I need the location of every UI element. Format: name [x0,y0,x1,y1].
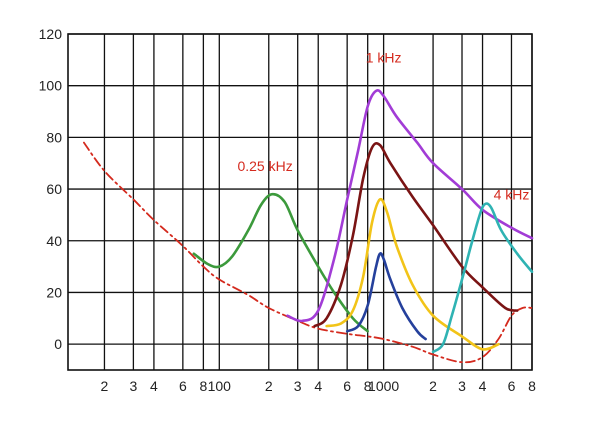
x-tick-label: 4 [150,378,158,394]
x-tick-label: 3 [294,378,302,394]
y-tick-label: 0 [54,336,62,352]
x-tick-label: 6 [179,378,187,394]
x-tick-label: 6 [508,378,516,394]
x-tick-label: 2 [265,378,273,394]
y-tick-label: 60 [46,181,62,197]
chart-grid [67,33,533,371]
series-line-2 [286,89,534,323]
chart-annotations: 0.25 kHz 1 kHz 4 kHz [237,49,529,202]
x-tick-label: 3 [458,378,466,394]
y-tick-label: 100 [39,78,63,94]
x-tick-label: 4 [479,378,487,394]
y-tick-label: 80 [46,129,62,145]
series-line-4 [325,197,500,351]
chart-series-group [83,89,534,364]
y-tick-label: 120 [39,26,63,42]
x-tick-label: 3 [129,378,137,394]
x-tick-label: 4 [314,378,322,394]
series-line-5 [345,252,427,341]
frequency-label: 0.25 kHz [237,158,292,174]
threshold-curve [83,141,533,364]
series-line-3 [313,142,519,328]
x-tick-label: 8 [528,378,536,394]
x-tick-label: 6 [343,378,351,394]
y-axis-ticks: 0 20 40 60 80 100 120 [39,26,63,352]
series-line-1 [192,192,369,333]
series-line-6 [431,202,534,354]
frequency-label: 1 kHz [366,49,402,65]
x-tick-label: 8 [199,378,207,394]
x-tick-label: 2 [429,378,437,394]
frequency-label: 4 kHz [494,186,530,202]
x-tick-label: 8 [364,378,372,394]
y-tick-label: 40 [46,233,62,249]
y-tick-label: 20 [46,284,62,300]
x-tick-label: 1000 [368,378,399,394]
x-tick-label: 100 [208,378,232,394]
x-tick-label: 2 [101,378,109,394]
